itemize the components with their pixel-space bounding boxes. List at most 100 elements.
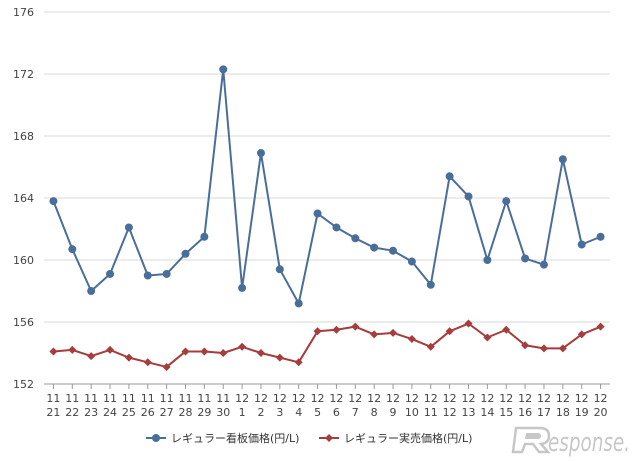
legend-marker-actual-price — [325, 434, 333, 442]
x-tick-label-day: 29 — [197, 406, 211, 419]
data-point — [596, 322, 605, 331]
x-tick-label-day: 27 — [160, 406, 174, 419]
data-point — [87, 352, 96, 361]
data-point — [238, 283, 247, 292]
data-point — [143, 271, 152, 280]
x-tick-label-month: 12 — [480, 392, 494, 405]
data-point — [238, 342, 247, 351]
series-actual-price — [49, 319, 605, 371]
x-tick-label-month: 11 — [141, 392, 155, 405]
y-tick-label: 156 — [13, 316, 34, 329]
data-point — [68, 245, 77, 254]
x-tick-label-day: 25 — [122, 406, 136, 419]
data-point — [106, 345, 115, 354]
x-tick-label-day: 28 — [179, 406, 193, 419]
x-tick-label-day: 30 — [216, 406, 230, 419]
x-tick-label-day: 5 — [314, 406, 321, 419]
legend-item-list-price: レギュラー看板価格(円/L) — [146, 431, 299, 445]
x-tick-label-month: 11 — [160, 392, 174, 405]
x-axis: 1121112211231124112511261127112811291130… — [46, 384, 608, 419]
x-tick-label-month: 11 — [179, 392, 193, 405]
y-axis: 152 156 160 164 168 172 176 — [13, 6, 34, 391]
data-point — [332, 223, 341, 232]
data-point — [351, 234, 360, 243]
data-point — [539, 344, 548, 353]
data-point — [577, 240, 586, 249]
data-point — [426, 280, 435, 289]
x-tick-label-month: 12 — [537, 392, 551, 405]
x-tick-label-day: 4 — [295, 406, 302, 419]
x-tick-label-day: 7 — [352, 406, 359, 419]
data-point — [445, 172, 454, 181]
x-tick-label-month: 11 — [216, 392, 230, 405]
x-tick-label-month: 12 — [518, 392, 532, 405]
data-point — [143, 358, 152, 367]
x-tick-label-day: 24 — [103, 406, 117, 419]
legend-label-list-price: レギュラー看板価格(円/L) — [171, 431, 299, 445]
x-tick-label-month: 11 — [46, 392, 60, 405]
x-tick-label-month: 11 — [197, 392, 211, 405]
data-point — [219, 349, 228, 357]
x-tick-label-day: 26 — [141, 406, 155, 419]
data-point — [521, 341, 530, 350]
x-tick-label-day: 9 — [390, 406, 397, 419]
data-point — [200, 232, 209, 241]
data-point — [577, 330, 586, 339]
x-tick-label-month: 12 — [292, 392, 306, 405]
data-point — [558, 155, 567, 164]
data-point — [68, 345, 77, 354]
data-point — [464, 192, 473, 201]
x-tick-label-month: 12 — [386, 392, 400, 405]
watermark-text: esponse. — [548, 428, 630, 458]
x-tick-label-day: 8 — [371, 406, 378, 419]
data-point — [275, 265, 284, 274]
x-tick-label-month: 12 — [424, 392, 438, 405]
y-tick-label: 164 — [13, 192, 34, 205]
x-tick-label-day: 21 — [46, 406, 60, 419]
x-tick-label-day: 14 — [480, 406, 494, 419]
series-line — [52, 68, 601, 305]
x-tick-label-month: 12 — [254, 392, 268, 405]
data-point — [483, 333, 492, 342]
data-point — [351, 322, 360, 331]
data-point — [124, 353, 133, 362]
data-point — [539, 260, 548, 269]
x-tick-label-day: 10 — [405, 406, 419, 419]
data-point — [275, 353, 284, 362]
data-point — [294, 358, 303, 367]
x-tick-label-day: 3 — [276, 406, 283, 419]
data-point — [370, 330, 379, 339]
x-tick-label-day: 11 — [424, 406, 438, 419]
x-tick-label-day: 18 — [556, 406, 570, 419]
legend: レギュラー看板価格(円/L) レギュラー実売価格(円/L) — [146, 431, 472, 445]
y-tick-label: 168 — [13, 130, 34, 143]
x-tick-label-day: 6 — [333, 406, 340, 419]
x-tick-label-day: 20 — [594, 406, 608, 419]
data-point — [124, 223, 133, 232]
y-tick-label: 160 — [13, 254, 34, 267]
x-tick-label-month: 12 — [556, 392, 570, 405]
data-point — [106, 269, 115, 278]
series-line — [53, 322, 601, 368]
data-point — [407, 335, 416, 344]
x-tick-label-month: 12 — [311, 392, 325, 405]
data-point — [200, 347, 209, 356]
response-logo-icon — [511, 426, 551, 454]
y-tick-label: 172 — [13, 68, 34, 81]
data-point — [445, 327, 454, 336]
data-point — [464, 319, 473, 328]
data-point — [219, 65, 228, 74]
series-list-price — [49, 65, 605, 308]
data-point — [313, 209, 322, 218]
data-point — [596, 232, 605, 241]
y-tick-label: 152 — [13, 378, 34, 391]
data-point — [162, 362, 171, 371]
x-tick-label-month: 12 — [443, 392, 457, 405]
data-point — [389, 246, 398, 255]
data-point — [426, 342, 435, 351]
data-point — [521, 254, 530, 263]
x-tick-label-month: 12 — [235, 392, 249, 405]
data-point — [256, 349, 265, 357]
data-point — [313, 327, 322, 336]
x-tick-label-month: 11 — [65, 392, 79, 405]
